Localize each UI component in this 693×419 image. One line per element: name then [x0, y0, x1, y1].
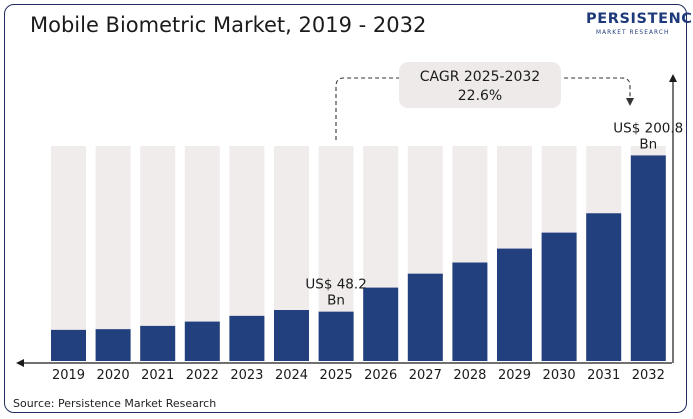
bar-2027	[407, 273, 443, 361]
x-tick-label-2023: 2023	[230, 368, 263, 383]
x-tick-label-2026: 2026	[364, 368, 397, 383]
persistence-logo: PERSISTENCE MARKET RESEARCH	[586, 10, 693, 46]
bar-track-2021	[140, 146, 176, 361]
x-tick-label-2028: 2028	[453, 368, 486, 383]
bar-2028	[452, 262, 488, 361]
data-label-2032-value: US$ 200.8	[613, 120, 683, 136]
x-tick-label-2025: 2025	[320, 368, 353, 383]
bar-2030	[541, 232, 577, 361]
bar-2020	[95, 329, 131, 361]
bar-2025	[318, 311, 354, 361]
bar-2026	[363, 287, 399, 361]
bar-series	[51, 155, 666, 361]
data-label-2025-value: US$ 48.2	[305, 277, 366, 293]
logo-main-text: PERSISTENCE	[586, 11, 693, 27]
bar-2019	[51, 329, 86, 361]
cagr-box	[399, 62, 561, 108]
logo-sub-text: MARKET RESEARCH	[596, 30, 670, 36]
chart-title: Mobile Biometric Market, 2019 - 2032	[30, 13, 427, 37]
source-note: Source: Persistence Market Research	[13, 397, 217, 410]
x-tick-label-2024: 2024	[275, 368, 308, 383]
x-tick-label-2027: 2027	[409, 368, 442, 383]
data-label-2025-unit: Bn	[327, 293, 345, 309]
bar-2023	[229, 315, 265, 361]
bar-track-2019	[51, 146, 86, 361]
x-tick-label-2032: 2032	[632, 368, 665, 383]
cagr-value: 22.6%	[458, 88, 502, 104]
bar-2029	[497, 248, 532, 361]
x-tick-label-2030: 2030	[543, 368, 576, 383]
x-tick-label-2021: 2021	[141, 368, 174, 383]
x-axis-ticks: 2019 2020 2021 2022 2023 2024 2025 2026 2027 2028…	[52, 368, 665, 383]
data-label-2032-unit: Bn	[639, 136, 657, 152]
x-tick-label-2031: 2031	[587, 368, 620, 383]
cagr-label: CAGR 2025-2032	[420, 69, 540, 85]
bar-2031	[586, 213, 622, 361]
x-tick-label-2029: 2029	[498, 368, 531, 383]
bar-2024	[274, 310, 309, 361]
cagr-arrow-icon	[626, 98, 634, 106]
bar-2032	[630, 155, 666, 361]
bar-2022	[184, 321, 220, 361]
x-tick-label-2022: 2022	[186, 368, 219, 383]
y-axis-arrow-icon	[669, 74, 677, 82]
x-tick-label-2019: 2019	[52, 368, 85, 383]
x-tick-label-2020: 2020	[97, 368, 130, 383]
bar-track-2020	[95, 146, 131, 361]
x-axis-arrow-icon	[16, 359, 24, 367]
bar-2021	[140, 325, 176, 361]
